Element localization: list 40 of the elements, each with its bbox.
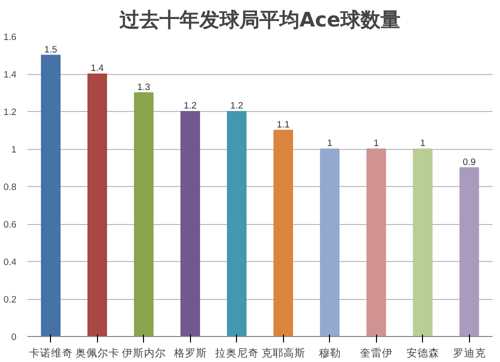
y-tick-label: 1.4 bbox=[4, 70, 16, 80]
bar bbox=[366, 148, 386, 336]
x-tick-label: 安德森 bbox=[406, 346, 440, 360]
x-tick-label: 罗迪克 bbox=[452, 346, 486, 360]
bar bbox=[40, 54, 61, 336]
bar bbox=[459, 167, 480, 336]
x-tick-label: 奥佩尔卡 bbox=[75, 346, 120, 360]
chart-title: 过去十年发球局平均Ace球数量 bbox=[118, 8, 400, 32]
y-tick-label: 0.8 bbox=[4, 182, 16, 192]
bar bbox=[273, 130, 294, 336]
bar bbox=[180, 111, 200, 336]
data-label: 1.4 bbox=[90, 63, 104, 73]
x-tick-label: 格罗斯 bbox=[172, 346, 207, 360]
bar bbox=[87, 74, 108, 336]
y-tick-label: 1.6 bbox=[4, 32, 16, 42]
data-label: 1 bbox=[420, 138, 426, 148]
bar bbox=[412, 148, 433, 336]
data-label: 0.9 bbox=[462, 156, 476, 167]
x-tick-label: 拉奥尼奇 bbox=[214, 348, 259, 360]
data-label: 1.2 bbox=[184, 100, 197, 110]
bar bbox=[134, 92, 154, 336]
bar bbox=[320, 148, 340, 336]
y-tick-label: 1.2 bbox=[4, 107, 16, 117]
bar bbox=[226, 111, 247, 336]
data-label: 1 bbox=[374, 138, 379, 148]
x-tick-label: 奎雷伊 bbox=[360, 348, 393, 360]
x-tick-label: 卡诺维奇 bbox=[28, 346, 73, 360]
y-tick-label: 0.4 bbox=[4, 257, 16, 267]
y-tick-label: 0.6 bbox=[4, 220, 16, 230]
y-tick-label: 0.2 bbox=[4, 294, 16, 304]
data-label: 1 bbox=[327, 138, 332, 148]
x-tick-label: 克耶高斯 bbox=[261, 346, 306, 360]
y-tick-label: 1 bbox=[11, 144, 17, 154]
data-label: 1.5 bbox=[44, 44, 58, 54]
data-label: 1.2 bbox=[230, 100, 244, 110]
y-tick-label: 0 bbox=[11, 332, 17, 342]
data-label: 1.1 bbox=[276, 119, 290, 130]
x-tick-label: 穆勒 bbox=[318, 346, 341, 360]
x-tick-label: 伊斯内尔 bbox=[122, 346, 166, 360]
data-label: 1.3 bbox=[137, 82, 150, 92]
